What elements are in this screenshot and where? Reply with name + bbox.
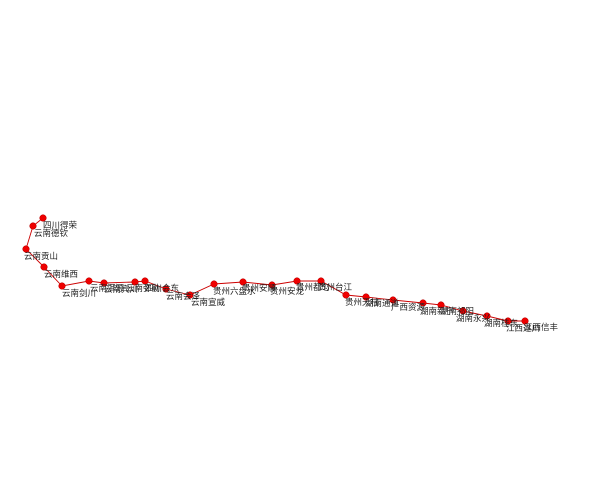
station-marker-s22	[459, 307, 467, 315]
station-label-s19: 广西资源	[391, 302, 426, 313]
station-labels: 四川得荣 云南德钦 云南贡山 云南维西 云南剑川 云南洱源 云南宾川 云南弥勒 …	[24, 220, 559, 334]
station-label-s05: 云南剑川	[62, 288, 96, 299]
station-label-s06: 云南洱源	[90, 283, 125, 294]
station-marker-s24	[504, 317, 512, 325]
station-label-s04: 云南维西	[44, 269, 78, 280]
station-label-s10: 云南宣威	[191, 297, 226, 308]
station-marker-s07	[100, 279, 108, 287]
station-markers	[22, 214, 529, 325]
station-marker-s12	[210, 280, 218, 288]
station-marker-s02	[29, 222, 37, 230]
station-marker-s14	[268, 281, 276, 289]
station-marker-s06	[85, 277, 93, 285]
station-label-s13: 贵州安顺	[242, 283, 277, 294]
station-marker-s03	[22, 245, 30, 253]
station-marker-s01	[39, 214, 47, 222]
station-marker-s21	[437, 301, 445, 309]
station-label-s17: 贵州天柱	[345, 297, 380, 308]
station-label-s09: 四川会东	[145, 283, 179, 294]
station-label-s16: 贵州台江	[318, 282, 353, 293]
station-label-s12: 贵州六盘水	[213, 286, 256, 297]
station-label-s02: 云南德钦	[34, 228, 69, 239]
station-marker-s10	[162, 285, 170, 293]
station-label-s03: 云南贡山	[24, 251, 58, 262]
station-label-s01: 四川得荣	[43, 220, 78, 231]
station-marker-s16	[317, 277, 325, 285]
station-marker-s23	[483, 312, 491, 320]
station-marker-s09	[141, 277, 149, 285]
station-marker-s05	[58, 282, 66, 290]
station-label-s23: 湖南桂东	[484, 318, 518, 329]
station-marker-s13	[239, 278, 247, 286]
station-marker-s25	[521, 317, 529, 325]
station-label-s08: 云南弥勒	[126, 283, 160, 294]
station-marker-s20	[419, 299, 427, 307]
station-marker-s18	[362, 293, 370, 301]
station-label-s22: 湖南永兴	[456, 313, 491, 324]
station-marker-s08	[131, 278, 139, 286]
station-marker-s11	[186, 291, 194, 299]
station-label-s15: 贵州都匀	[296, 282, 330, 293]
station-label-s21: 湖南祁阳	[440, 306, 474, 317]
station-label-s18: 湖南通道	[365, 298, 400, 309]
station-label-s20: 湖南新宁	[420, 306, 454, 317]
station-label-s14: 贵州安龙	[270, 286, 305, 297]
station-marker-s04	[40, 263, 48, 271]
route-line	[25, 217, 525, 322]
station-marker-s19	[389, 296, 397, 304]
station-label-s07: 云南宾川	[104, 284, 138, 295]
station-label-s25: 江西信丰	[524, 322, 559, 333]
station-label-s11: 云南会泽	[166, 291, 201, 302]
station-marker-s17	[342, 291, 350, 299]
station-marker-s15	[293, 277, 301, 285]
station-label-s24: 江西遂川	[506, 323, 540, 334]
